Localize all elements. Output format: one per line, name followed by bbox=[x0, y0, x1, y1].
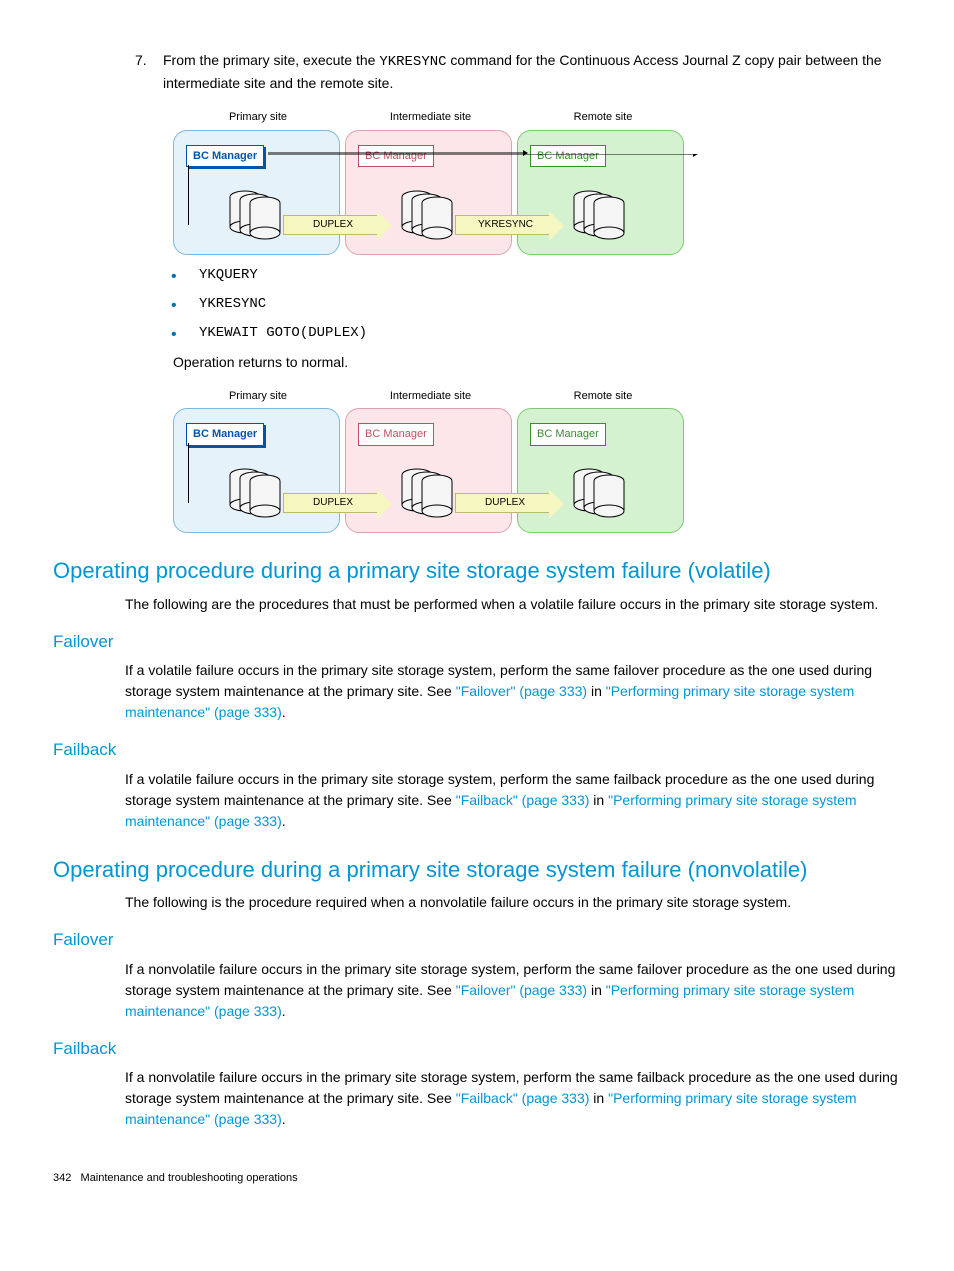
remote-site-label: Remote site bbox=[518, 388, 688, 405]
heading-volatile-failover: Failover bbox=[53, 629, 901, 655]
bc-manager-primary: BC Manager bbox=[186, 145, 264, 168]
heading-volatile: Operating procedure during a primary sit… bbox=[53, 557, 901, 586]
bullet-ykresync: YKRESYNC bbox=[171, 294, 901, 315]
after-bullets-text: Operation returns to normal. bbox=[173, 352, 901, 373]
link-failback-333[interactable]: "Failback" (page 333) bbox=[456, 792, 590, 808]
footer: 342 Maintenance and troubleshooting oper… bbox=[53, 1170, 901, 1187]
link-failover-333[interactable]: "Failover" (page 333) bbox=[456, 683, 587, 699]
storage-icon bbox=[227, 187, 287, 242]
heading-nonvolatile: Operating procedure during a primary sit… bbox=[53, 856, 901, 885]
storage-icon bbox=[399, 465, 459, 520]
primary-site-label: Primary site bbox=[173, 388, 343, 405]
storage-icon bbox=[571, 187, 631, 242]
step-text: From the primary site, execute the YKRES… bbox=[163, 50, 901, 94]
nonvolatile-failback-text: If a nonvolatile failure occurs in the p… bbox=[125, 1067, 901, 1130]
bc-manager-primary: BC Manager bbox=[186, 423, 264, 446]
command-bullets: YKQUERY YKRESYNC YKEWAIT GOTO(DUPLEX) bbox=[171, 265, 901, 344]
storage-icon bbox=[571, 465, 631, 520]
bc-manager-intermediate: BC Manager bbox=[358, 423, 434, 446]
remote-site-label: Remote site bbox=[518, 109, 688, 126]
intermediate-site-box: BC Manager bbox=[345, 408, 512, 533]
volatile-intro: The following are the procedures that mu… bbox=[125, 594, 901, 615]
primary-site-label: Primary site bbox=[173, 109, 343, 126]
page-number: 342 bbox=[53, 1172, 71, 1184]
diagram-2: Primary site Intermediate site Remote si… bbox=[101, 383, 901, 534]
link-failback-333[interactable]: "Failback" (page 333) bbox=[456, 1090, 590, 1106]
step-number: 7. bbox=[125, 50, 163, 94]
storage-icon bbox=[227, 465, 287, 520]
intermediate-site-box: BC Manager bbox=[345, 130, 512, 255]
diagram-1: Primary site Intermediate site Remote si… bbox=[101, 104, 901, 255]
heading-nonvolatile-failover: Failover bbox=[53, 927, 901, 953]
bullet-ykquery: YKQUERY bbox=[171, 265, 901, 286]
nonvolatile-intro: The following is the procedure required … bbox=[125, 892, 901, 913]
heading-volatile-failback: Failback bbox=[53, 737, 901, 763]
remote-site-box: BC Manager bbox=[517, 408, 684, 533]
primary-site-box: BC Manager bbox=[173, 408, 340, 533]
link-failover-333[interactable]: "Failover" (page 333) bbox=[456, 982, 587, 998]
bc-manager-remote: BC Manager bbox=[530, 423, 606, 446]
bc-manager-intermediate: BC Manager bbox=[358, 145, 434, 168]
volatile-failover-text: If a volatile failure occurs in the prim… bbox=[125, 660, 901, 723]
bc-manager-remote: BC Manager bbox=[530, 145, 606, 168]
bullet-ykewait: YKEWAIT GOTO(DUPLEX) bbox=[171, 323, 901, 344]
intermediate-site-label: Intermediate site bbox=[343, 109, 518, 126]
nonvolatile-failover-text: If a nonvolatile failure occurs in the p… bbox=[125, 959, 901, 1022]
intermediate-site-label: Intermediate site bbox=[343, 388, 518, 405]
command-code: YKRESYNC bbox=[379, 54, 446, 70]
step-7: 7. From the primary site, execute the YK… bbox=[53, 50, 901, 94]
primary-site-box: BC Manager bbox=[173, 130, 340, 255]
volatile-failback-text: If a volatile failure occurs in the prim… bbox=[125, 769, 901, 832]
remote-site-box: BC Manager bbox=[517, 130, 684, 255]
footer-title: Maintenance and troubleshooting operatio… bbox=[81, 1172, 298, 1184]
heading-nonvolatile-failback: Failback bbox=[53, 1036, 901, 1062]
storage-icon bbox=[399, 187, 459, 242]
